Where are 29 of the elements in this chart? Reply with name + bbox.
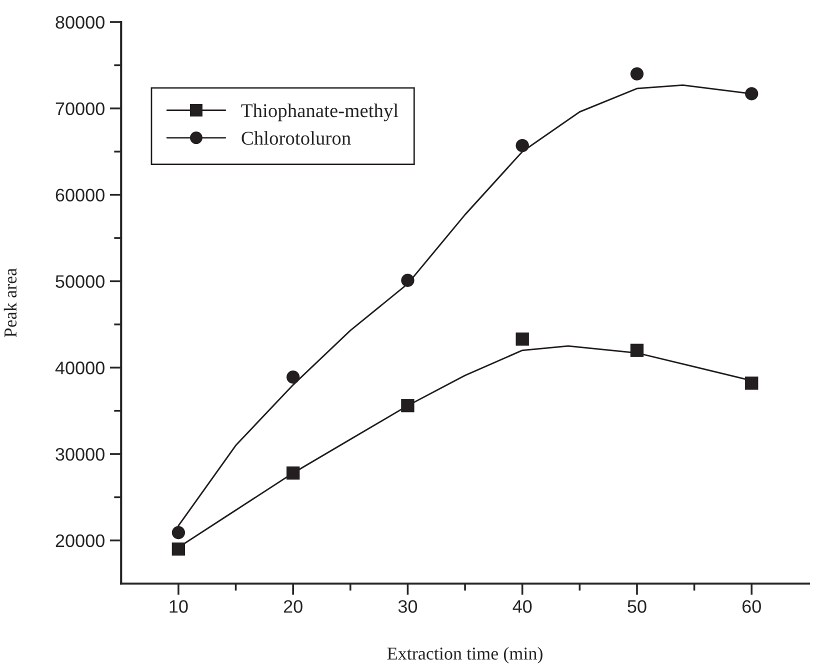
x-tick-label: 50	[628, 600, 646, 613]
x-tick-label: 20	[284, 600, 302, 613]
point	[286, 370, 300, 384]
y-tick-label: 80000	[56, 16, 104, 29]
point	[401, 274, 414, 287]
y-axis-title: Peak area	[4, 268, 17, 338]
point	[401, 399, 414, 412]
point	[172, 542, 186, 556]
y-tick-label: 70000	[56, 102, 104, 116]
point	[630, 344, 644, 357]
y-tick-label: 20000	[56, 534, 104, 548]
x-tick-label: 60	[742, 600, 761, 613]
point	[516, 332, 529, 346]
x-tick-label: 10	[170, 600, 188, 613]
point	[516, 138, 529, 152]
y-tick-label: 60000	[56, 188, 104, 202]
x-tick-label: 40	[512, 600, 532, 613]
point	[286, 466, 300, 480]
point	[172, 526, 186, 540]
point	[630, 67, 644, 80]
point	[745, 376, 758, 390]
x-axis-title: Extraction time (min)	[387, 646, 542, 664]
y-tick-label: 50000	[56, 275, 104, 288]
y-tick-label: 40000	[55, 362, 104, 374]
x-tick-label: 30	[398, 600, 418, 613]
legend-label: Chlorotoluron	[242, 131, 351, 145]
legend-label: Thiophanate-methyl	[241, 104, 398, 122]
point	[745, 87, 758, 100]
y-tick-label: 30000	[56, 448, 104, 461]
